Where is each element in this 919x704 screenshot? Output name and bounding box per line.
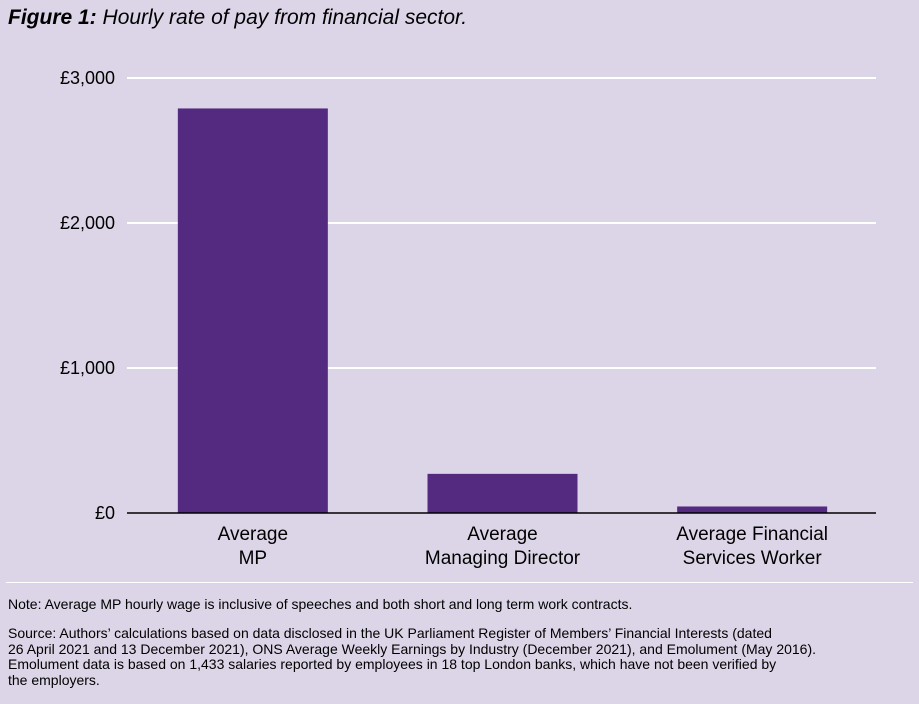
note-text: Note: Average MP hourly wage is inclusiv… [8, 596, 633, 612]
figure-title: Figure 1: Hourly rate of pay from financ… [8, 6, 467, 30]
x-tick-label: MP [239, 548, 268, 569]
source-text: Source: Authors’ calculations based on d… [8, 625, 913, 688]
x-tick-label: Average [467, 524, 537, 545]
source-line: 26 April 2021 and 13 December 2021), ONS… [8, 640, 817, 657]
source-line: the employers. [8, 671, 100, 688]
y-tick-label: £3,000 [60, 68, 115, 88]
figure-title-text: Hourly rate of pay from financial sector… [102, 6, 468, 29]
y-tick-label: £1,000 [60, 358, 115, 378]
bar [677, 506, 828, 513]
x-tick-label: Average Financial [676, 524, 828, 545]
x-tick-label: Average [218, 524, 288, 545]
x-tick-label: Managing Director [425, 548, 581, 569]
y-tick-label: £2,000 [60, 213, 115, 233]
y-tick-label: £0 [95, 503, 115, 523]
figure-label: Figure 1: [8, 6, 97, 29]
bar-chart: £0 £1,000 £2,000 £3,000 Average MP Average Mana… [60, 68, 876, 569]
bar [427, 473, 578, 513]
divider [6, 582, 913, 583]
bar [177, 108, 328, 513]
source-line: Emolument data is based on 1,433 salarie… [8, 656, 777, 672]
source-line: Source: Authors’ calculations based on d… [8, 625, 772, 641]
x-tick-label: Services Worker [683, 548, 823, 569]
